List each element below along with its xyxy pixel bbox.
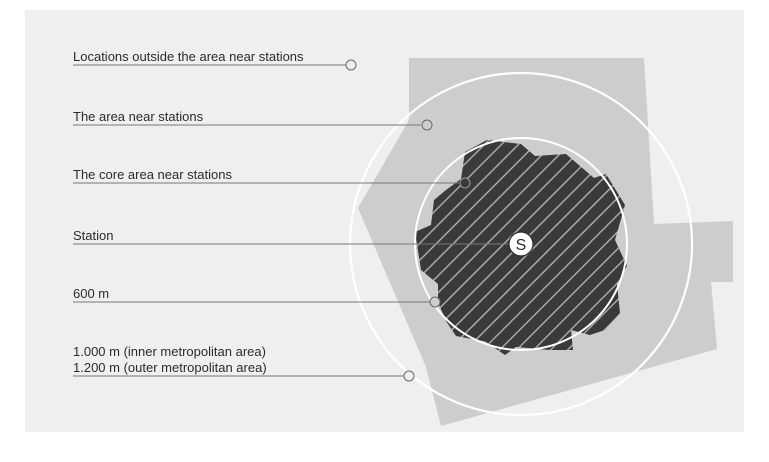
marker-600 [429,296,441,308]
label-600: 600 m [73,286,110,301]
marker-area [421,119,433,131]
marker-outside [345,59,357,71]
label-station: Station [73,228,114,243]
marker-core [459,177,471,189]
station-symbol-circle [508,231,534,257]
label-core: The core area near stations [73,167,232,182]
station-symbol-letter: S [516,237,527,254]
label-1000: 1.000 m (inner metropolitan area) [73,344,266,359]
label-outside: Locations outside the area near stations [73,49,304,64]
label-area: The area near stations [73,109,204,124]
marker-1000-1200 [403,370,415,382]
label-1200: 1.200 m (outer metropolitan area) [73,360,267,375]
